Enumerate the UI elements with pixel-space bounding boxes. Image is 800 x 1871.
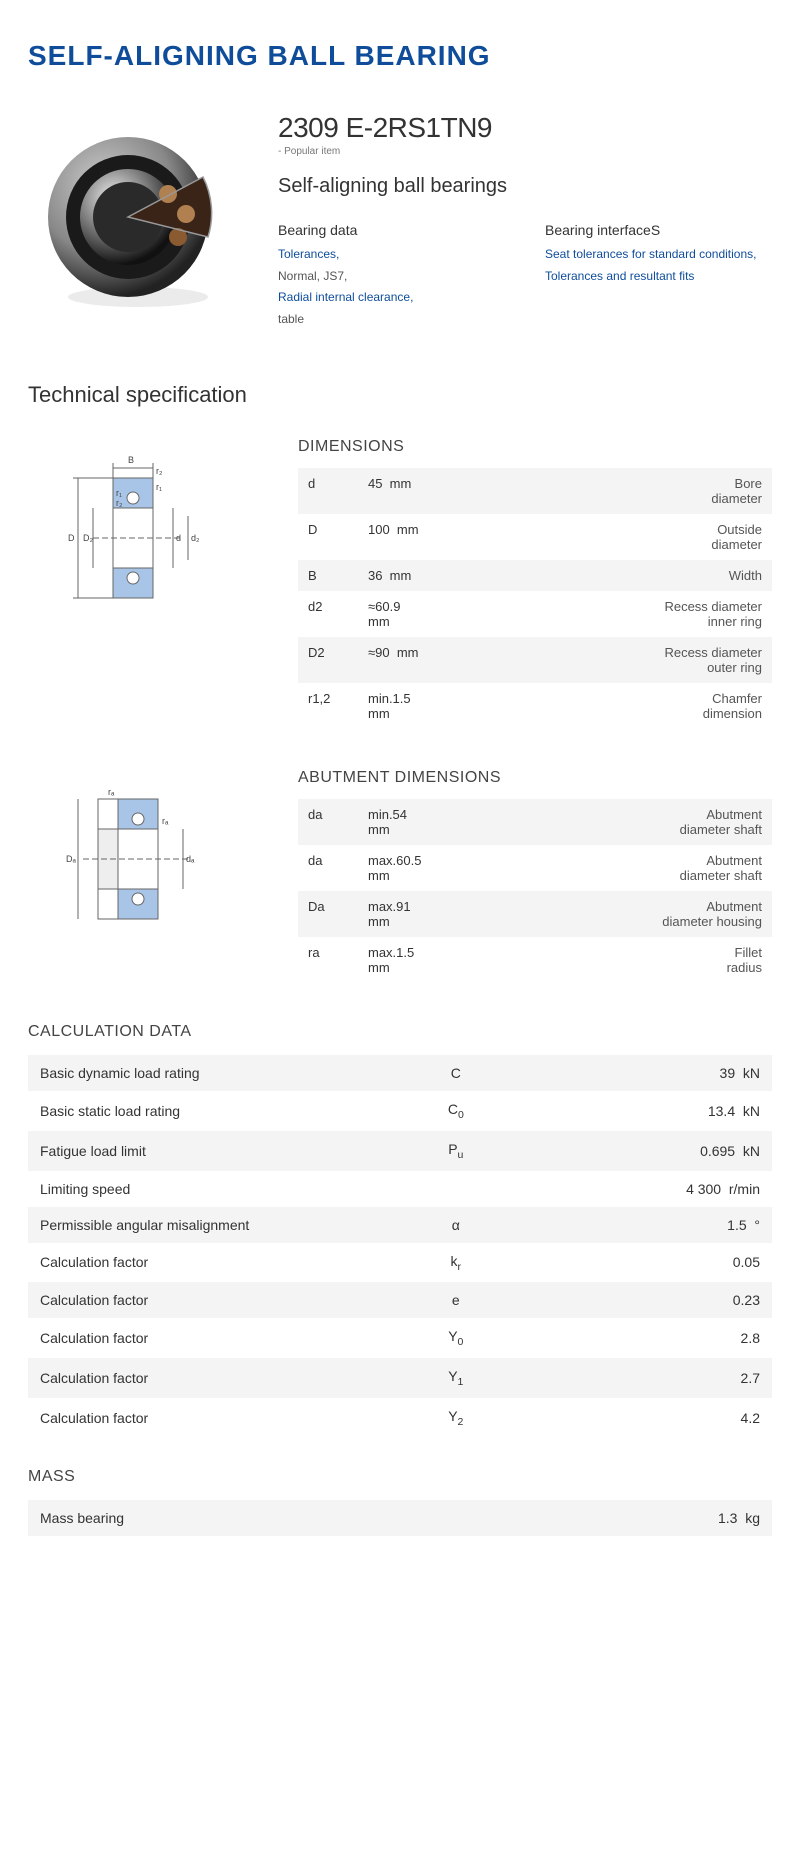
product-header: 2309 E-2RS1TN9 - Popular item Self-align…	[28, 112, 772, 332]
svg-text:rₐ: rₐ	[162, 816, 169, 826]
abutment-table: damin.54mmAbutmentdiameter shaftdamax.60…	[298, 799, 772, 983]
dimensions-table: d45 mmBorediameterD100 mmOutsidediameter…	[298, 468, 772, 729]
radial-clearance-link[interactable]: Radial internal clearance,	[278, 287, 505, 309]
svg-text:r₂: r₂	[116, 498, 123, 508]
mass-value: 1.3 kg	[512, 1500, 772, 1536]
svg-text:d₂: d₂	[191, 533, 200, 543]
table-row: B36 mmWidth	[298, 560, 772, 591]
table-row: D100 mmOutsidediameter	[298, 514, 772, 560]
page-title: SELF-ALIGNING BALL BEARING	[28, 40, 772, 72]
popular-tag: - Popular item	[278, 146, 772, 157]
table-text: table	[278, 309, 505, 331]
svg-text:D₂: D₂	[83, 533, 93, 543]
svg-text:r₂: r₂	[156, 466, 163, 476]
seat-tol-link[interactable]: Seat tolerances for standard conditions,	[545, 244, 772, 266]
mass-head: MASS	[28, 1468, 772, 1486]
table-row: Fatigue load limitPu0.695 kN	[28, 1131, 772, 1171]
svg-text:Dₐ: Dₐ	[66, 854, 76, 864]
table-row: Basic static load ratingC013.4 kN	[28, 1091, 772, 1131]
table-row: d45 mmBorediameter	[298, 468, 772, 514]
svg-text:B: B	[128, 455, 134, 465]
tech-spec-heading: Technical specification	[28, 382, 772, 408]
svg-text:dₐ: dₐ	[186, 854, 195, 864]
table-row: ramax.1.5mmFilletradius	[298, 937, 772, 983]
table-row: damin.54mmAbutmentdiameter shaft	[298, 799, 772, 845]
mass-label: Mass bearing	[28, 1500, 400, 1536]
table-row: Limiting speed4 300 r/min	[28, 1171, 772, 1207]
calc-head: CALCULATION DATA	[28, 1023, 772, 1041]
table-row: Calculation factorkr0.05	[28, 1243, 772, 1283]
model-number: 2309 E-2RS1TN9	[278, 112, 772, 144]
product-image	[28, 112, 248, 332]
abutment-head: ABUTMENT DIMENSIONS	[298, 769, 772, 787]
table-row: Calculation factorY12.7	[28, 1358, 772, 1398]
table-row: r1,2min.1.5mmChamferdimension	[298, 683, 772, 729]
svg-text:rₐ: rₐ	[108, 787, 115, 797]
table-row: Calculation factorY02.8	[28, 1318, 772, 1358]
table-row: Calculation factore0.23	[28, 1282, 772, 1318]
table-row: damax.60.5mmAbutmentdiameter shaft	[298, 845, 772, 891]
mass-table: Mass bearing 1.3 kg	[28, 1500, 772, 1536]
svg-text:D: D	[68, 533, 75, 543]
abutment-diagram: rₐ rₐ Dₐ dₐ	[28, 769, 268, 949]
normal-js7: Normal, JS7,	[278, 266, 505, 288]
table-row: Permissible angular misalignmentα1.5 °	[28, 1207, 772, 1243]
bearing-interfaces-head: Bearing interfaceS	[545, 222, 772, 238]
svg-text:r₁: r₁	[116, 488, 122, 498]
product-subtitle: Self-aligning ball bearings	[278, 175, 772, 198]
table-row: Basic dynamic load ratingC39 kN	[28, 1055, 772, 1091]
bearing-data-head: Bearing data	[278, 222, 505, 238]
dimensions-head: DIMENSIONS	[298, 438, 772, 456]
table-row: Calculation factorY24.2	[28, 1398, 772, 1438]
calc-table: Basic dynamic load ratingC39 kNBasic sta…	[28, 1055, 772, 1438]
svg-text:d: d	[176, 533, 181, 543]
tol-fits-link[interactable]: Tolerances and resultant fits	[545, 266, 772, 288]
table-row: Damax.91mmAbutmentdiameter housing	[298, 891, 772, 937]
svg-text:r₁: r₁	[156, 482, 162, 492]
tolerances-link[interactable]: Tolerances,	[278, 244, 505, 266]
dimensions-diagram: B r₂ r₁ r₁ r₂ D D₂ d d₂	[28, 438, 268, 638]
table-row: Mass bearing 1.3 kg	[28, 1500, 772, 1536]
table-row: d2≈60.9mmRecess diameterinner ring	[298, 591, 772, 637]
table-row: D2≈90 mmRecess diameterouter ring	[298, 637, 772, 683]
